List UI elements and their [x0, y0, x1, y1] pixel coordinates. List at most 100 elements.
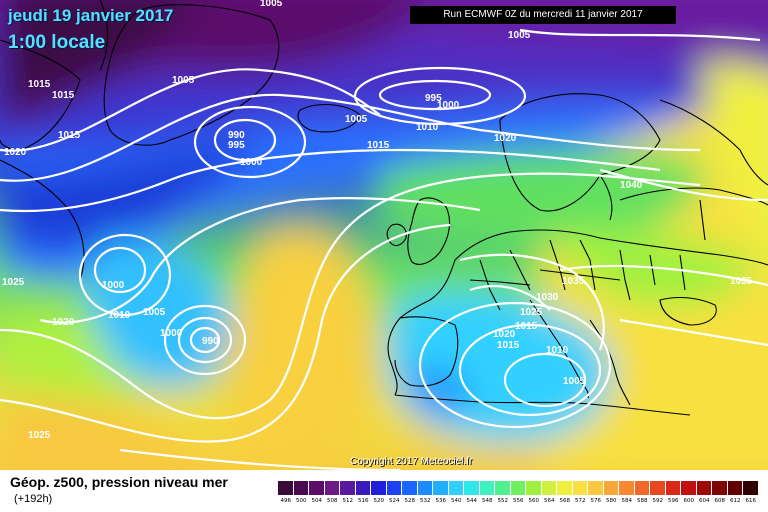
pressure-label: 1015: [28, 79, 51, 90]
forecast-date: jeudi 19 janvier 2017: [8, 6, 174, 25]
color-scale: [278, 481, 759, 495]
pressure-label: 1000: [160, 328, 183, 339]
scale-value: 552: [497, 498, 509, 504]
scale-value: 580: [606, 498, 617, 504]
pressure-label: 1020: [52, 317, 75, 328]
color-swatch: [309, 481, 325, 495]
scale-value: 616: [745, 498, 757, 504]
color-swatch: [526, 481, 542, 495]
scale-value: 572: [575, 498, 586, 504]
color-swatch: [371, 481, 387, 495]
color-swatch: [386, 481, 402, 495]
scale-value: 504: [311, 498, 323, 504]
scale-value: 496: [280, 498, 292, 504]
scale-value: 588: [637, 498, 648, 504]
pressure-label: 1025: [28, 430, 51, 441]
pressure-label: 1025: [2, 277, 25, 288]
legend-bar: Géop. z500, pression niveau mer (+192h) …: [0, 470, 768, 512]
color-swatch: [650, 481, 666, 495]
color-swatch: [293, 481, 309, 495]
pressure-label: 1005: [563, 376, 586, 387]
pressure-label: 1005: [143, 307, 166, 318]
color-swatch: [510, 481, 526, 495]
pressure-labels: 1005 1015 1015 1005 1020 1015 990 995 10…: [2, 0, 753, 441]
scale-value: 512: [342, 498, 354, 504]
scale-value: 544: [466, 498, 478, 504]
scale-value: 540: [451, 498, 462, 504]
scale-value: 576: [590, 498, 602, 504]
scale-value: 608: [714, 498, 726, 504]
color-swatch: [557, 481, 573, 495]
pressure-label: 990: [202, 336, 219, 347]
scale-value: 564: [544, 498, 555, 504]
scale-value: 596: [668, 498, 679, 504]
pressure-label: 1020: [494, 133, 517, 144]
geopotential-map: 1005 1015 1015 1005 1020 1015 990 995 10…: [0, 0, 768, 470]
color-swatch: [712, 481, 728, 495]
pressure-label: 1000: [240, 157, 263, 168]
color-swatch: [340, 481, 356, 495]
color-swatch: [417, 481, 433, 495]
scale-value: 536: [435, 498, 447, 504]
pressure-label: 1030: [536, 292, 559, 303]
color-swatch: [727, 481, 743, 495]
color-swatch: [743, 481, 759, 495]
pressure-label: 1035: [730, 276, 753, 287]
pressure-label: 1010: [108, 310, 131, 321]
color-swatch: [541, 481, 557, 495]
color-swatch: [479, 481, 495, 495]
scale-value: 528: [404, 498, 416, 504]
pressure-label: 1000: [437, 100, 460, 111]
pressure-label: 1040: [620, 180, 643, 191]
scale-value: 556: [513, 498, 524, 504]
pressure-label: 1015: [58, 130, 81, 141]
color-scale-labels: 496 500 504 508 512 516 520 524 528 532 536 540 544 5…: [278, 498, 759, 504]
forecast-time: 1:00 locale: [8, 32, 106, 53]
color-swatch: [634, 481, 650, 495]
pressure-label: 995: [228, 140, 245, 151]
pressure-label: 1010: [546, 345, 569, 356]
pressure-label: 1015: [367, 140, 390, 151]
pressure-label: 1025: [520, 307, 543, 318]
scale-value: 532: [420, 498, 431, 504]
model-run-label: Run ECMWF 0Z du mercredi 11 janvier 2017: [410, 6, 676, 24]
pressure-label: 1005: [508, 30, 531, 41]
color-swatch: [572, 481, 588, 495]
pressure-label: 1035: [562, 276, 585, 287]
pressure-label: 1005: [260, 0, 283, 9]
color-swatch: [278, 481, 294, 495]
scale-value: 592: [652, 498, 664, 504]
scale-value: 516: [358, 498, 369, 504]
color-swatch: [448, 481, 464, 495]
color-swatch: [402, 481, 418, 495]
pressure-label: 1005: [345, 114, 368, 125]
scale-value: 584: [621, 498, 633, 504]
color-swatch: [464, 481, 480, 495]
pressure-label: 1010: [416, 122, 439, 133]
scale-value: 612: [730, 498, 741, 504]
scale-value: 560: [528, 498, 540, 504]
legend-subtitle: (+192h): [14, 493, 53, 505]
scale-value: 524: [389, 498, 400, 504]
pressure-label: 1015: [52, 90, 75, 101]
color-swatch: [665, 481, 681, 495]
scale-value: 500: [296, 498, 307, 504]
coastlines: [0, 0, 768, 416]
pressure-label: 1015: [515, 321, 538, 332]
color-swatch: [619, 481, 635, 495]
pressure-label: 1000: [102, 280, 125, 291]
color-swatch: [588, 481, 604, 495]
pressure-label: 995: [425, 93, 442, 104]
color-swatch: [681, 481, 697, 495]
copyright: Copyright 2017 Meteociel.fr: [350, 456, 473, 467]
scale-value: 548: [482, 498, 493, 504]
scale-value: 520: [373, 498, 385, 504]
pressure-label: 1020: [4, 147, 27, 158]
color-swatch: [603, 481, 619, 495]
scale-value: 604: [699, 498, 710, 504]
isobars: [0, 28, 768, 470]
color-swatch: [433, 481, 449, 495]
legend-title: Géop. z500, pression niveau mer: [10, 474, 228, 490]
color-swatch: [696, 481, 712, 495]
